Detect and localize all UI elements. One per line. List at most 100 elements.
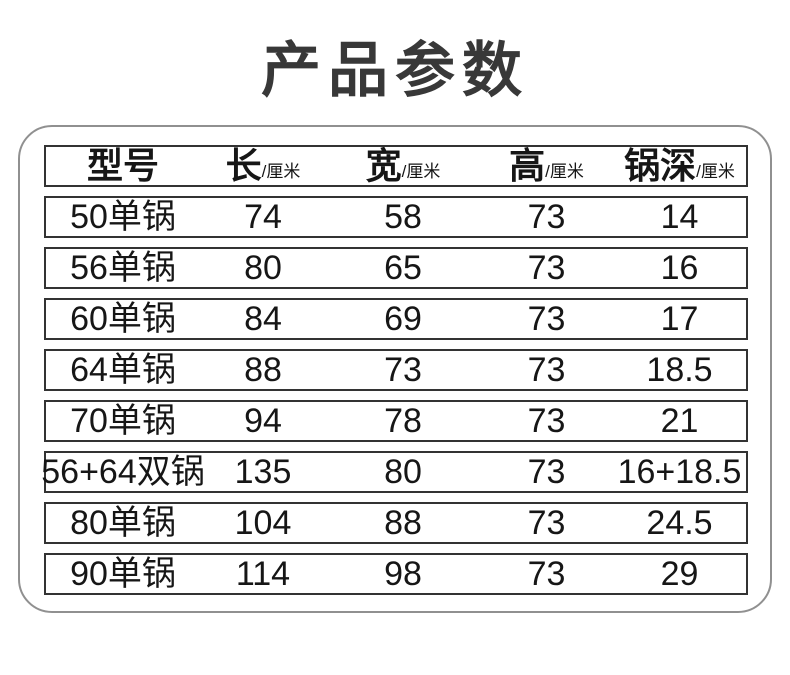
column-header-label: 型号	[86, 145, 159, 186]
height-cell: 73	[480, 453, 613, 491]
table-header-row: 型号 长/厘米 宽/厘米 高/厘米 锅深/厘米	[44, 145, 748, 187]
length-cell: 94	[200, 402, 326, 440]
length-cell: 135	[200, 453, 326, 491]
table-row: 56单锅 80 65 73 16	[44, 247, 748, 289]
model-value: 56+64双锅	[41, 453, 205, 491]
depth-value: 18.5	[646, 351, 713, 389]
column-header: 高/厘米	[480, 147, 613, 185]
width-value: 69	[384, 300, 422, 338]
width-cell: 78	[326, 402, 480, 440]
height-cell: 73	[480, 300, 613, 338]
width-cell: 58	[326, 198, 480, 236]
depth-cell: 29	[613, 555, 746, 593]
column-header-label: 宽	[365, 145, 402, 186]
width-cell: 98	[326, 555, 480, 593]
height-value: 73	[527, 504, 566, 542]
height-cell: 73	[480, 555, 613, 593]
height-value: 73	[527, 300, 566, 338]
width-value: 78	[384, 402, 422, 440]
model-value: 60单锅	[70, 300, 176, 338]
length-value: 114	[235, 555, 291, 593]
depth-value: 17	[660, 300, 699, 338]
height-value: 73	[527, 351, 566, 389]
length-value: 94	[244, 402, 282, 440]
model-value: 70单锅	[70, 402, 176, 440]
length-value: 74	[244, 198, 282, 236]
height-value: 73	[527, 453, 566, 491]
column-header: 锅深/厘米	[613, 147, 746, 185]
column-header-unit: /厘米	[545, 161, 584, 181]
depth-value: 16+18.5	[617, 453, 742, 491]
table-row: 80单锅 104 88 73 24.5	[44, 502, 748, 544]
height-cell: 73	[480, 351, 613, 389]
length-cell: 88	[200, 351, 326, 389]
width-cell: 80	[326, 453, 480, 491]
column-header-label: 高	[509, 145, 546, 186]
height-cell: 73	[480, 402, 613, 440]
depth-value: 24.5	[646, 504, 713, 542]
table-row: 64单锅 88 73 73 18.5	[44, 349, 748, 391]
model-value: 64单锅	[70, 351, 176, 389]
table-row: 50单锅 74 58 73 14	[44, 196, 748, 238]
table-row: 60单锅 84 69 73 17	[44, 298, 748, 340]
column-header: 长/厘米	[200, 147, 326, 185]
model-cell: 60单锅	[46, 300, 200, 338]
depth-cell: 16	[613, 249, 746, 287]
table-row: 90单锅 114 98 73 29	[44, 553, 748, 595]
column-header-unit: /厘米	[401, 161, 441, 181]
column-header-unit: /厘米	[261, 161, 301, 181]
width-cell: 73	[326, 351, 480, 389]
column-header-label: 锅深	[624, 145, 697, 186]
depth-value: 14	[660, 198, 699, 236]
depth-value: 29	[660, 555, 699, 593]
length-cell: 114	[200, 555, 326, 593]
column-header: 型号	[46, 147, 200, 185]
depth-cell: 17	[613, 300, 746, 338]
width-cell: 88	[326, 504, 480, 542]
model-cell: 64单锅	[46, 351, 200, 389]
width-cell: 69	[326, 300, 480, 338]
length-value: 88	[244, 351, 282, 389]
page-title: 产品参数	[261, 37, 529, 104]
depth-value: 16	[660, 249, 699, 287]
width-value: 58	[384, 198, 422, 236]
model-cell: 90单锅	[46, 555, 200, 593]
width-value: 88	[384, 504, 422, 542]
length-value: 84	[244, 300, 282, 338]
height-value: 73	[527, 249, 566, 287]
depth-cell: 21	[613, 402, 746, 440]
length-cell: 84	[200, 300, 326, 338]
length-cell: 80	[200, 249, 326, 287]
depth-cell: 18.5	[613, 351, 746, 389]
height-cell: 73	[480, 198, 613, 236]
model-value: 56单锅	[70, 249, 176, 287]
width-value: 98	[384, 555, 422, 593]
column-header-unit: /厘米	[696, 161, 735, 181]
model-cell: 56+64双锅	[41, 453, 205, 491]
length-value: 80	[244, 249, 282, 287]
depth-cell: 24.5	[613, 504, 746, 542]
width-value: 73	[384, 351, 422, 389]
column-header: 宽/厘米	[326, 147, 480, 185]
width-value: 65	[384, 249, 422, 287]
column-header-label: 长	[225, 145, 262, 186]
model-value: 80单锅	[70, 504, 176, 542]
length-value: 104	[234, 504, 292, 542]
model-value: 90单锅	[70, 555, 176, 593]
height-value: 73	[527, 555, 566, 593]
model-cell: 80单锅	[46, 504, 200, 542]
depth-cell: 16+18.5	[613, 453, 746, 491]
spec-table-panel: 型号 长/厘米 宽/厘米 高/厘米 锅深/厘米 50单锅 74 58 73 14…	[18, 125, 772, 613]
length-value: 135	[234, 453, 292, 491]
depth-value: 21	[660, 402, 699, 440]
width-cell: 65	[326, 249, 480, 287]
model-cell: 50单锅	[46, 198, 200, 236]
model-cell: 56单锅	[46, 249, 200, 287]
width-value: 80	[384, 453, 422, 491]
model-value: 50单锅	[70, 198, 176, 236]
depth-cell: 14	[613, 198, 746, 236]
height-cell: 73	[480, 249, 613, 287]
table-row: 70单锅 94 78 73 21	[44, 400, 748, 442]
height-value: 73	[527, 198, 566, 236]
